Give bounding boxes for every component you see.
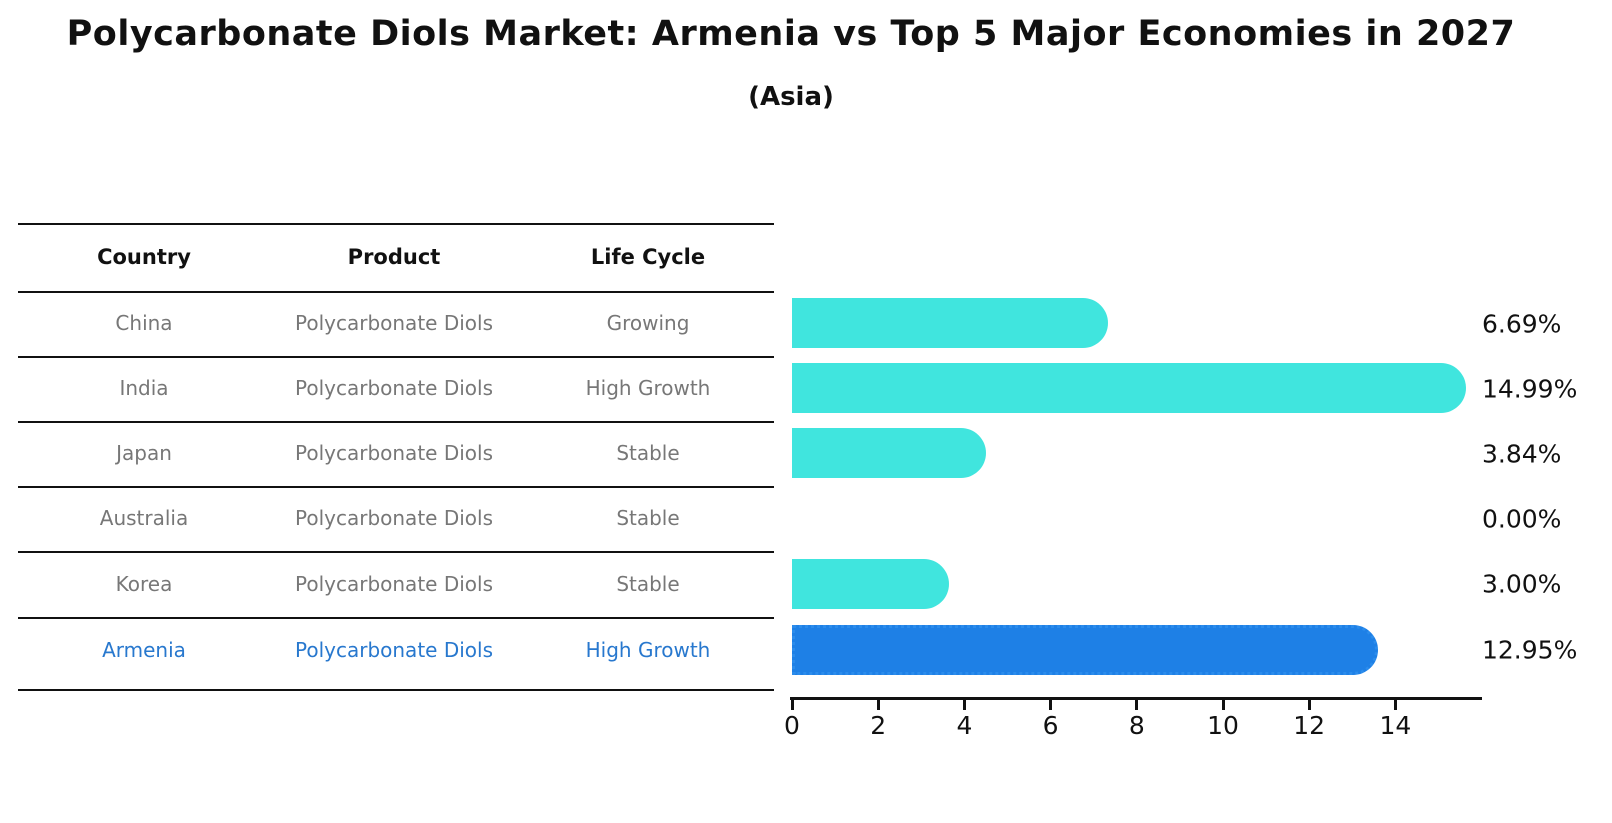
x-tick-mark	[1049, 700, 1053, 710]
x-tick-mark	[1221, 700, 1225, 710]
cell-product: Polycarbonate Diols	[295, 506, 493, 530]
cell-lifecycle-armenia: High Growth	[585, 638, 711, 662]
table-row-divider	[18, 551, 774, 553]
cell-lifecycle: Stable	[616, 572, 680, 596]
cell-product-armenia: Polycarbonate Diols	[295, 638, 493, 662]
value-label-armenia: 12.95%	[1482, 635, 1578, 665]
cell-product: Polycarbonate Diols	[295, 376, 493, 400]
x-tick-mark	[1307, 700, 1311, 710]
x-tick-mark	[790, 700, 794, 710]
bar-china	[792, 298, 1109, 348]
x-tick-label: 4	[956, 711, 973, 740]
x-tick-label: 12	[1293, 711, 1326, 740]
x-tick-mark	[962, 700, 966, 710]
value-label-korea: 3.00%	[1482, 569, 1562, 599]
x-tick-mark	[1135, 700, 1139, 710]
cell-country: Korea	[115, 572, 173, 596]
x-tick-label: 0	[784, 711, 800, 740]
column-header-country: Country	[97, 245, 191, 269]
table-row-divider	[18, 486, 774, 488]
x-tick-label: 14	[1379, 711, 1412, 740]
column-header-product: Product	[347, 245, 441, 269]
table-header-line	[18, 291, 774, 293]
chart-title: Polycarbonate Diols Market: Armenia vs T…	[66, 14, 1516, 54]
x-tick-label: 8	[1128, 711, 1145, 740]
bar-india	[792, 363, 1467, 413]
table-bottom-line	[18, 689, 774, 691]
x-axis-line	[790, 697, 1482, 700]
bar-japan	[792, 428, 986, 478]
value-label-japan: 3.84%	[1482, 439, 1562, 469]
value-label-china: 6.69%	[1482, 309, 1562, 339]
cell-country-armenia: Armenia	[102, 638, 186, 662]
table-row-divider	[18, 421, 774, 423]
cell-country: Australia	[99, 506, 189, 530]
table-top-line	[18, 223, 774, 225]
cell-country: Japan	[116, 441, 172, 465]
cell-country: China	[115, 311, 173, 335]
x-tick-label: 2	[870, 711, 887, 740]
x-tick-mark	[876, 700, 880, 710]
x-tick-label: 10	[1207, 711, 1239, 740]
bar-korea	[792, 559, 950, 609]
x-tick-label: 6	[1042, 711, 1059, 740]
cell-lifecycle: High Growth	[585, 376, 711, 400]
x-tick-mark	[1393, 700, 1397, 710]
cell-product: Polycarbonate Diols	[295, 311, 493, 335]
table-row-divider	[18, 356, 774, 358]
bar-armenia	[792, 625, 1379, 675]
chart-subtitle: (Asia)	[748, 82, 834, 112]
value-label-australia: 0.00%	[1482, 504, 1562, 534]
cell-lifecycle: Stable	[616, 506, 680, 530]
cell-lifecycle: Growing	[606, 311, 690, 335]
table-row-divider	[18, 617, 774, 619]
column-header-lifecycle: Life Cycle	[590, 245, 706, 269]
cell-country: India	[119, 376, 169, 400]
value-label-india: 14.99%	[1482, 374, 1578, 404]
cell-product: Polycarbonate Diols	[295, 572, 493, 596]
cell-product: Polycarbonate Diols	[295, 441, 493, 465]
cell-lifecycle: Stable	[616, 441, 680, 465]
